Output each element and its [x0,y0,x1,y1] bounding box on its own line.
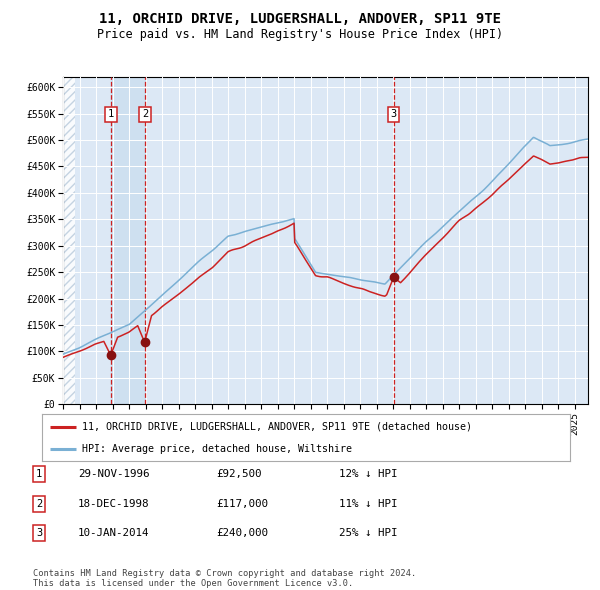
Text: £117,000: £117,000 [216,499,268,509]
Text: 1: 1 [36,470,42,479]
Text: 1: 1 [108,109,114,119]
Text: 3: 3 [36,529,42,538]
Text: £240,000: £240,000 [216,529,268,538]
Text: 29-NOV-1996: 29-NOV-1996 [78,470,149,479]
Bar [111,77,145,404]
Text: 10-JAN-2014: 10-JAN-2014 [78,529,149,538]
Text: 3: 3 [391,109,397,119]
Text: £92,500: £92,500 [216,470,262,479]
Text: 12% ↓ HPI: 12% ↓ HPI [339,470,397,479]
Text: 25% ↓ HPI: 25% ↓ HPI [339,529,397,538]
Text: HPI: Average price, detached house, Wiltshire: HPI: Average price, detached house, Wilt… [82,444,352,454]
Text: Price paid vs. HM Land Registry's House Price Index (HPI): Price paid vs. HM Land Registry's House … [97,28,503,41]
Text: 11% ↓ HPI: 11% ↓ HPI [339,499,397,509]
Text: Contains HM Land Registry data © Crown copyright and database right 2024.
This d: Contains HM Land Registry data © Crown c… [33,569,416,588]
Text: 18-DEC-1998: 18-DEC-1998 [78,499,149,509]
Text: 11, ORCHID DRIVE, LUDGERSHALL, ANDOVER, SP11 9TE: 11, ORCHID DRIVE, LUDGERSHALL, ANDOVER, … [99,12,501,26]
Text: 2: 2 [142,109,148,119]
Text: 11, ORCHID DRIVE, LUDGERSHALL, ANDOVER, SP11 9TE (detached house): 11, ORCHID DRIVE, LUDGERSHALL, ANDOVER, … [82,422,472,432]
Text: 2: 2 [36,499,42,509]
Bar [63,77,74,404]
